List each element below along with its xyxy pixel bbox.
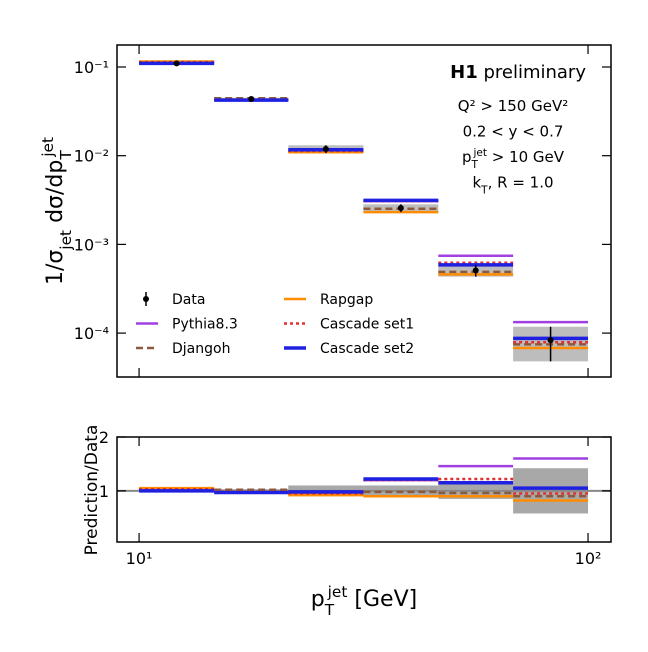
plot-frame <box>116 44 612 378</box>
text-part: Q² > 150 GeV² <box>458 97 568 115</box>
y-tick-label: 10⁻³ <box>74 235 109 254</box>
y-tick-label: 10⁻⁴ <box>74 324 109 343</box>
x-tick-label: 10² <box>575 549 602 568</box>
text-part: p <box>462 148 472 166</box>
text-bold: H1 <box>450 62 478 83</box>
text-part: , R = 1.0 <box>488 174 554 192</box>
x-axis-label: pTjet [GeV] <box>311 583 417 619</box>
chart-title: H1 preliminary <box>450 62 586 83</box>
subscript: T <box>324 601 335 619</box>
data-point <box>472 267 479 274</box>
y-tick-label: 10⁻¹ <box>74 58 109 77</box>
text-part: > 10 GeV <box>487 148 565 166</box>
data-point <box>173 60 180 67</box>
data-point <box>397 205 404 212</box>
legend-label: Rapgap <box>320 292 373 308</box>
superscript: jet <box>327 583 348 601</box>
data-point <box>248 95 255 102</box>
legend-label: Data <box>172 292 205 308</box>
text-part: dσ/dp <box>43 160 68 230</box>
y-tick-label: 10⁻² <box>74 147 109 166</box>
x-tick-label: 10¹ <box>126 549 153 568</box>
superscript: jet <box>472 147 487 159</box>
y-tick-label: 1 <box>99 482 109 501</box>
superscript: jet <box>39 137 57 158</box>
legend-marker <box>143 296 149 302</box>
legend-label: Djangoh <box>172 341 230 357</box>
data-point <box>322 145 329 152</box>
plot-frame <box>116 436 612 543</box>
text-part: preliminary <box>478 62 587 83</box>
legend-label: Cascade set1 <box>320 317 414 333</box>
text-part: Prediction/Data <box>82 425 102 556</box>
text-part: k <box>472 174 481 192</box>
subscript: jet <box>57 230 75 251</box>
subscript: T <box>480 185 488 197</box>
text-part: 0.2 < y < 0.7 <box>463 123 564 141</box>
y-tick-label: 2 <box>99 428 109 447</box>
text-part: [GeV] <box>347 587 417 612</box>
legend-label: Cascade set2 <box>320 341 414 357</box>
y-axis-label: Prediction/Data <box>82 425 102 556</box>
legend-label: Pythia8.3 <box>172 317 238 333</box>
y-axis-label: 1/σjet dσ/dpTjet <box>39 137 75 285</box>
annotation: pTjet > 10 GeV <box>462 147 565 171</box>
annotation: 0.2 < y < 0.7 <box>463 123 564 141</box>
text-part: p <box>311 587 325 612</box>
annotation: Q² > 150 GeV² <box>458 97 568 115</box>
data-point <box>547 337 554 344</box>
text-part: 1/σ <box>43 250 68 285</box>
annotation: kT, R = 1.0 <box>472 174 553 197</box>
subscript: T <box>470 159 478 171</box>
subscript: T <box>57 150 75 161</box>
